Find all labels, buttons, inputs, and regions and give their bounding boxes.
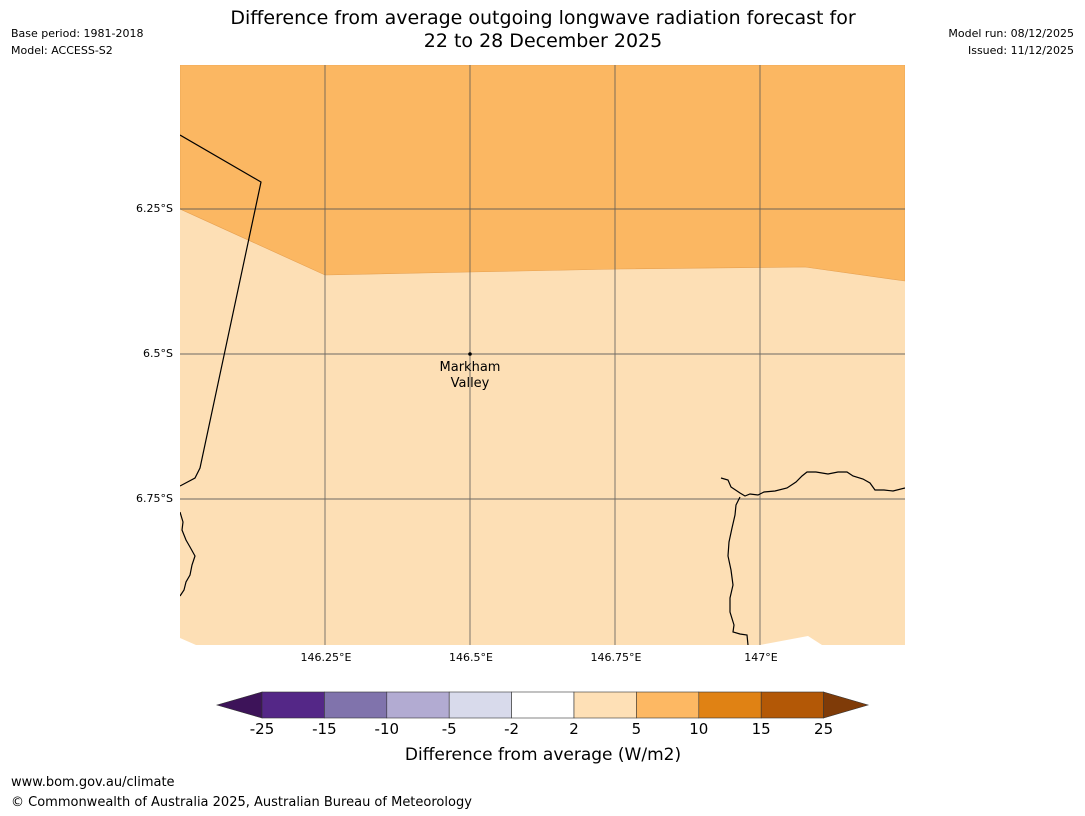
colorbar-tick-7: 5 xyxy=(631,720,642,738)
colorbar-title: Difference from average (W/m2) xyxy=(404,745,682,765)
footer-url: www.bom.gov.au/climate xyxy=(11,775,175,790)
colorbar-segment-5 xyxy=(511,691,575,719)
title-line-1: Difference from average outgoing longwav… xyxy=(230,7,856,29)
lon-label-147: 147°E xyxy=(744,651,778,664)
lon-label-146-25: 146.25°E xyxy=(300,651,352,664)
lon-label-146-5: 146.5°E xyxy=(449,651,493,664)
colorbar-tick-3: -10 xyxy=(374,720,400,738)
lat-label-6-5: 6.5°S xyxy=(143,347,173,360)
border-line xyxy=(180,134,262,487)
anomaly-band-5-10 xyxy=(180,65,905,282)
colorbar-segment-1 xyxy=(261,691,325,719)
metadata-right: Model run: 08/12/2025 Issued: 11/12/2025 xyxy=(948,25,1074,59)
base-period-text: Base period: 1981-2018 xyxy=(11,27,144,40)
colorbar-tick-2: -15 xyxy=(312,720,337,738)
colorbar-tick-10: 25 xyxy=(814,720,834,738)
coastline-left xyxy=(180,511,196,597)
colorbar-tick-8: 10 xyxy=(689,720,709,738)
lon-label-146-75: 146.75°E xyxy=(590,651,642,664)
coastline-right xyxy=(720,471,905,645)
place-label-line-1: Markham xyxy=(439,360,501,375)
colorbar-segment-8 xyxy=(698,691,762,719)
place-label: Markham Valley xyxy=(420,360,520,392)
colorbar-segment-3 xyxy=(386,691,450,719)
place-marker xyxy=(468,352,472,356)
graticule xyxy=(180,65,905,645)
colorbar-segment-7 xyxy=(636,691,700,719)
issued-text: Issued: 11/12/2025 xyxy=(967,44,1074,57)
colorbar-segment-2 xyxy=(324,691,388,719)
model-text: Model: ACCESS-S2 xyxy=(11,44,113,57)
map-title: Difference from average outgoing longwav… xyxy=(180,7,906,53)
model-run-text: Model run: 08/12/2025 xyxy=(948,27,1074,40)
colorbar-segment-6 xyxy=(573,691,637,719)
colorbar-tick-4: -5 xyxy=(441,720,457,738)
colorbar-segment-4 xyxy=(448,691,512,719)
colorbar-tick-9: 15 xyxy=(751,720,771,738)
map-bottom-edge-left xyxy=(180,638,196,645)
place-label-line-2: Valley xyxy=(450,376,490,391)
title-line-2: 22 to 28 December 2025 xyxy=(423,30,663,52)
colorbar xyxy=(215,691,870,719)
colorbar-tick-5: -2 xyxy=(504,720,520,738)
map-bottom-edge-right xyxy=(760,636,822,645)
lat-label-6-75: 6.75°S xyxy=(136,492,173,505)
colorbar-tick-1: -25 xyxy=(249,720,275,738)
colorbar-extend-high xyxy=(823,691,870,719)
lat-label-6-25: 6.25°S xyxy=(136,202,173,215)
metadata-left: Base period: 1981-2018 Model: ACCESS-S2 xyxy=(11,25,143,59)
footer-copyright: © Commonwealth of Australia 2025, Austra… xyxy=(11,795,472,810)
colorbar-tick-6: 2 xyxy=(569,720,579,738)
colorbar-extend-low xyxy=(215,691,263,719)
colorbar-segment-9 xyxy=(760,691,824,719)
